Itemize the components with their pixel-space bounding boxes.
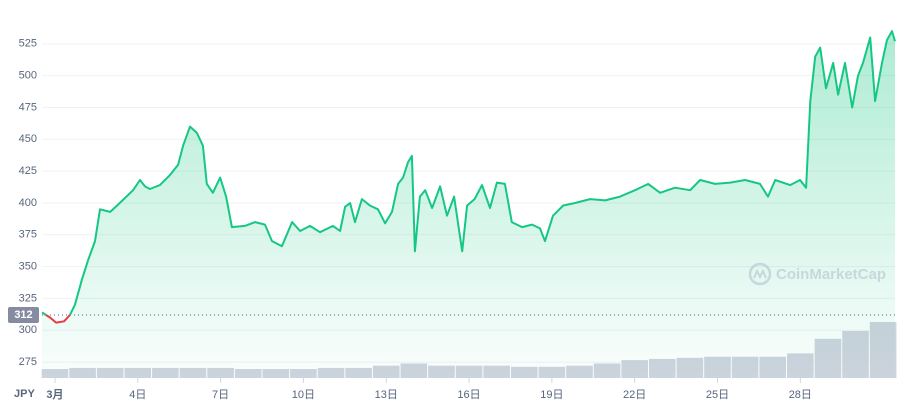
- x-tick-label: 7日: [212, 389, 229, 401]
- x-tick-label: 22日: [623, 389, 646, 401]
- y-tick-label: 350: [19, 261, 37, 273]
- x-tick-label: 3月: [46, 388, 63, 401]
- y-tick-label: 375: [19, 229, 37, 241]
- x-tick-label: 4日: [129, 389, 146, 401]
- x-tick-label: 16日: [457, 389, 480, 401]
- price-line: [41, 30, 896, 324]
- watermark-text: CoinMarketCap: [776, 266, 886, 283]
- x-tick-label: 28日: [789, 389, 812, 401]
- watermark-logo: [748, 262, 772, 286]
- y-tick-label: 500: [19, 70, 37, 82]
- x-tick-label: 19日: [540, 389, 563, 401]
- x-tick-label: 10日: [292, 389, 315, 401]
- y-tick-label: 400: [19, 197, 37, 209]
- reference-label: 312: [14, 309, 32, 321]
- x-tick-label: 25日: [706, 389, 729, 401]
- y-tick-label: 475: [19, 101, 37, 113]
- y-tick-label: 275: [19, 356, 37, 368]
- reference-badge: [8, 306, 39, 323]
- y-tick-label: 325: [19, 292, 37, 304]
- y-tick-label: 300: [19, 324, 37, 336]
- y-tick-label: 425: [19, 165, 37, 177]
- x-tick-label: 13日: [375, 389, 398, 401]
- watermark-logo-mark: [753, 268, 767, 280]
- y-tick-label: 450: [19, 133, 37, 145]
- currency-label: JPY: [14, 388, 35, 400]
- y-tick-label: 525: [19, 38, 37, 50]
- watermark: CoinMarketCap: [748, 262, 886, 286]
